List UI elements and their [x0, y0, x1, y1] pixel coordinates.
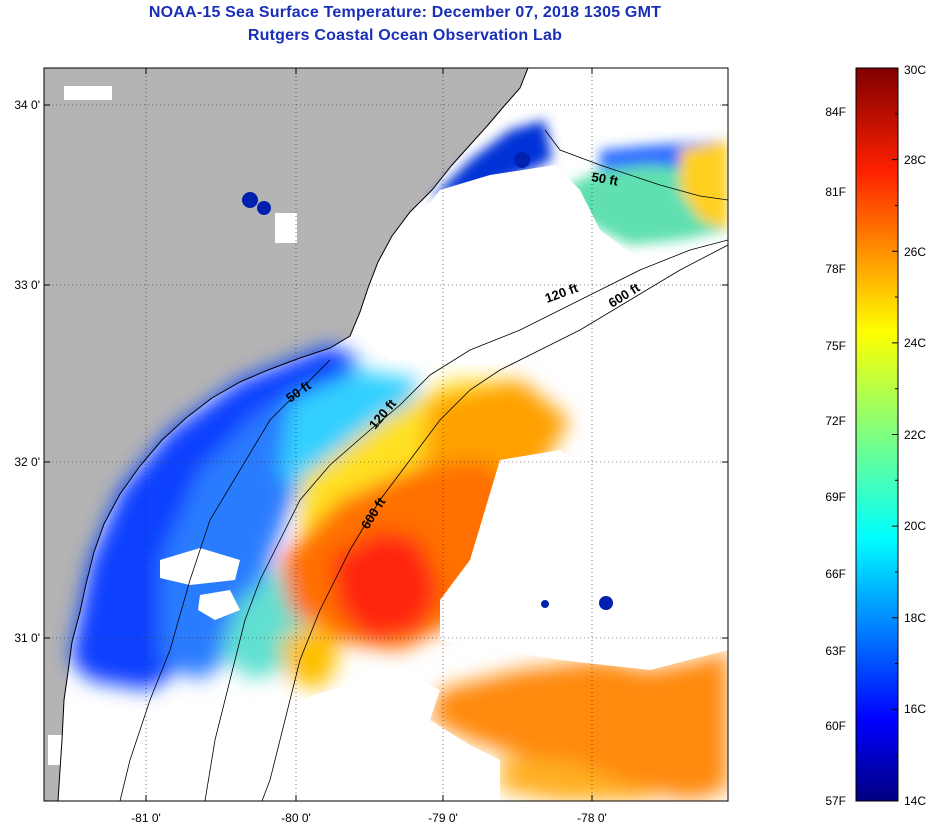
map-title: NOAA-15 Sea Surface Temperature: Decembe… [148, 4, 662, 21]
contour-label-50ft-north: 50 ft [590, 169, 620, 189]
colorbar-c-28: 28C [904, 153, 926, 167]
colorbar-f-63: 63F [825, 644, 846, 658]
colorbar-f-78: 78F [825, 262, 846, 276]
colorbar-f-72: 72F [825, 414, 846, 428]
colorbar-f-75: 75F [825, 339, 846, 353]
isobath-120ft [204, 239, 728, 801]
lon-label-79: -79 0' [428, 811, 458, 825]
isobath-600ft [261, 244, 728, 801]
map-frame [43, 67, 729, 802]
colorbar-f-57: 57F [825, 794, 846, 808]
colorbar-f-60: 60F [825, 719, 846, 733]
sst-southeast-field [430, 650, 728, 801]
sst-north-field [430, 120, 728, 245]
colorbar-f-84: 84F [825, 105, 846, 119]
lon-label-81: -81 0' [131, 811, 161, 825]
colorbar-gradient [855, 67, 899, 802]
cloud-patches [160, 165, 728, 801]
colorbar-c-14: 14C [904, 794, 926, 808]
lat-label-31: 31 0' [14, 631, 40, 645]
coastline [57, 68, 529, 801]
land [44, 68, 528, 801]
lat-label-33: 33 0' [14, 278, 40, 292]
cold-blobs [242, 152, 613, 610]
colorbar-c-22: 22C [904, 428, 926, 442]
map-area: 50 ft 120 ft 600 ft 50 ft 120 ft 600 ft [44, 68, 728, 801]
map-subtitle: Rutgers Coastal Ocean Observation Lab [247, 27, 563, 44]
colorbar-f-66: 66F [825, 567, 846, 581]
lat-label-34: 34 0' [14, 98, 40, 112]
colorbar-f-81: 81F [825, 185, 846, 199]
lon-label-78: -78 0' [577, 811, 607, 825]
lon-label-80: -80 0' [281, 811, 311, 825]
colorbar-f-69: 69F [825, 490, 846, 504]
colorbar-c-24: 24C [904, 336, 926, 350]
inland-white [48, 86, 297, 765]
colorbar-c-20: 20C [904, 519, 926, 533]
colorbar-c-16: 16C [904, 702, 926, 716]
isobath-50ft [119, 129, 728, 801]
colorbar: 84F 81F 78F 75F 72F 69F 66F 63F 60F 57F … [825, 63, 926, 808]
colorbar-c-30: 30C [904, 63, 926, 77]
axis-ticks [44, 68, 728, 801]
lat-label-32: 32 0' [14, 455, 40, 469]
colorbar-c-18: 18C [904, 611, 926, 625]
colorbar-c-26: 26C [904, 245, 926, 259]
